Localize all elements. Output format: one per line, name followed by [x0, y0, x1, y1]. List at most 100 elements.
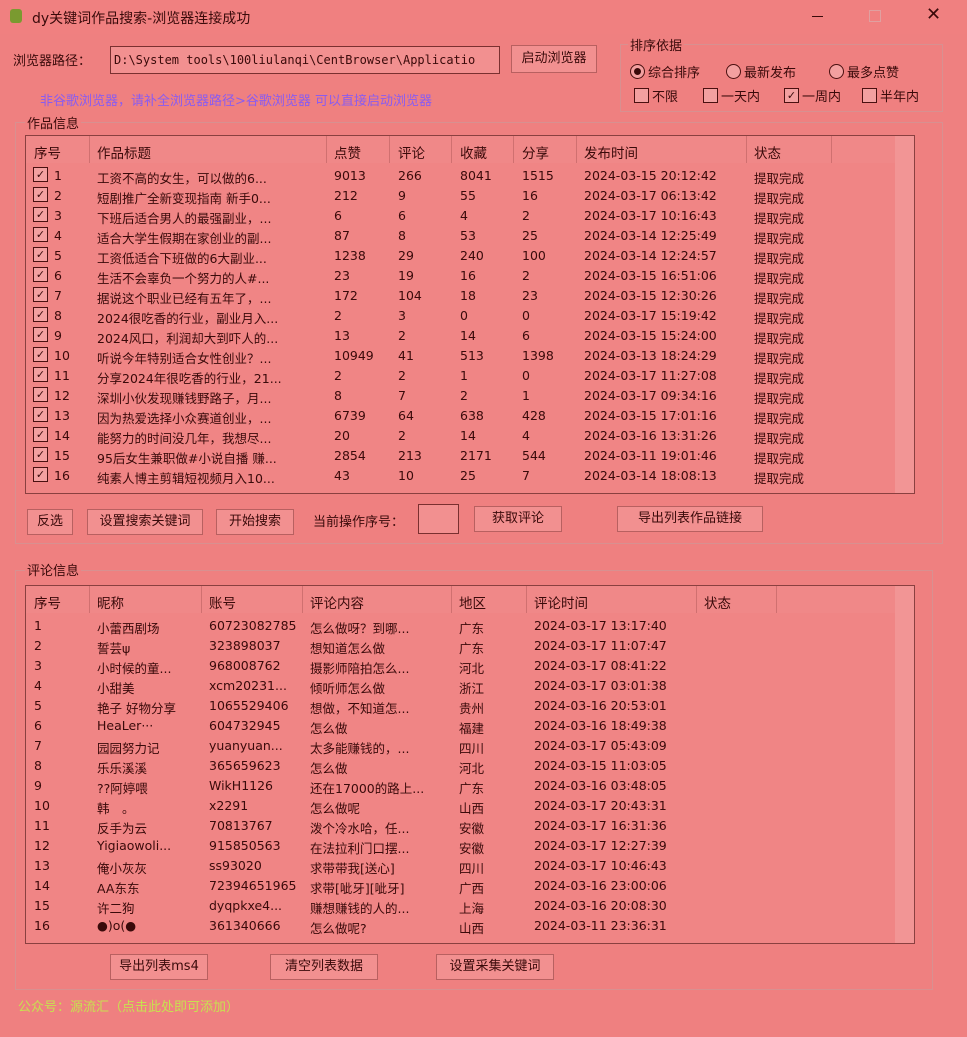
maximize-button[interactable] — [869, 10, 881, 22]
table-cell: 短剧推广全新变现指南 新手0... — [97, 191, 271, 206]
column-separator — [89, 136, 90, 163]
column-header[interactable]: 地区 — [459, 596, 486, 612]
row-checkbox[interactable]: ✓ — [33, 207, 48, 222]
table-cell: 0 — [522, 368, 530, 383]
table-cell: 6 — [334, 208, 342, 223]
row-checkbox[interactable]: ✓ — [33, 467, 48, 482]
table-cell: 10 — [34, 798, 50, 813]
column-header[interactable]: 状态 — [754, 146, 781, 162]
table-cell: 2024-03-17 20:43:31 — [534, 798, 667, 813]
row-checkbox[interactable]: ✓ — [33, 287, 48, 302]
column-header[interactable]: 收藏 — [460, 146, 487, 162]
sort-radio[interactable] — [726, 64, 741, 79]
column-header[interactable]: 点赞 — [334, 146, 361, 162]
row-checkbox[interactable]: ✓ — [33, 227, 48, 242]
filter-option[interactable]: 不限 — [652, 90, 679, 105]
table-cell: 29 — [398, 248, 414, 263]
column-header[interactable]: 序号 — [34, 146, 61, 162]
row-checkbox[interactable]: ✓ — [33, 247, 48, 262]
row-checkbox[interactable]: ✓ — [33, 327, 48, 342]
table-cell: 浙江 — [459, 681, 485, 696]
table-cell: 怎么做 — [310, 721, 348, 736]
launch-button[interactable]: 启动浏览器 — [511, 45, 597, 73]
path-input[interactable]: D:\System tools\100liulanqi\CentBrowser\… — [110, 46, 500, 74]
table-cell: 2024-03-17 05:43:09 — [534, 738, 667, 753]
table-cell: 广西 — [459, 881, 485, 896]
row-checkbox[interactable]: ✓ — [33, 267, 48, 282]
get-comments-button[interactable]: 获取评论 — [474, 506, 562, 532]
filter-checkbox[interactable]: ✓ — [784, 88, 799, 103]
column-separator — [89, 586, 90, 613]
column-header[interactable]: 作品标题 — [97, 146, 151, 162]
scrollbar[interactable] — [895, 586, 914, 943]
start-button[interactable]: 开始搜索 — [216, 509, 294, 535]
table-cell: 14 — [54, 428, 70, 443]
current-input[interactable] — [418, 504, 459, 534]
sort-radio[interactable] — [829, 64, 844, 79]
scrollbar[interactable] — [895, 136, 914, 493]
column-header[interactable]: 发布时间 — [584, 146, 638, 162]
table-cell: 提取完成 — [754, 351, 805, 366]
row-checkbox[interactable]: ✓ — [33, 347, 48, 362]
filter-option[interactable]: 半年内 — [880, 90, 920, 105]
export-button[interactable]: 导出列表ms4 — [110, 954, 208, 980]
column-header[interactable]: 序号 — [34, 596, 61, 612]
hint-text: 非谷歌浏览器，请补全浏览器路径>谷歌浏览器 可以直接启动浏览器 — [40, 94, 433, 109]
table-cell: 638 — [460, 408, 484, 423]
export-links-button[interactable]: 导出列表作品链接 — [617, 506, 763, 532]
row-checkbox[interactable]: ✓ — [33, 427, 48, 442]
set-collect-button[interactable]: 设置采集关键词 — [436, 954, 554, 980]
sort-option[interactable]: 最新发布 — [744, 66, 797, 81]
invert-button[interactable]: 反选 — [27, 509, 73, 535]
table-cell: 25 — [522, 228, 538, 243]
filter-checkbox[interactable] — [862, 88, 877, 103]
column-header[interactable]: 昵称 — [97, 596, 124, 612]
close-button[interactable]: ✕ — [926, 4, 942, 25]
row-checkbox[interactable]: ✓ — [33, 167, 48, 182]
table-cell: 23 — [522, 288, 538, 303]
table-cell: 14 — [460, 428, 476, 443]
table-cell: 1398 — [522, 348, 554, 363]
column-header[interactable]: 状态 — [704, 596, 731, 612]
table-cell: 5 — [34, 698, 42, 713]
table-cell: 深圳小伙发现赚钱野路子，月... — [97, 391, 272, 406]
filter-checkbox[interactable] — [703, 88, 718, 103]
footer-link[interactable]: 公众号：源流汇（点击此处即可添加） — [18, 1000, 240, 1015]
column-header[interactable]: 评论时间 — [534, 596, 588, 612]
row-checkbox[interactable]: ✓ — [33, 187, 48, 202]
column-header[interactable]: 评论内容 — [310, 596, 364, 612]
set-keywords-button[interactable]: 设置搜索关键词 — [87, 509, 203, 535]
table-cell: 怎么做呢? — [310, 921, 367, 936]
table-cell: 3 — [34, 658, 42, 673]
sort-option[interactable]: 最多点赞 — [847, 66, 900, 81]
table-cell: 53 — [460, 228, 476, 243]
filter-option[interactable]: 一天内 — [721, 90, 761, 105]
table-cell: 11 — [34, 818, 50, 833]
table-cell: xcm20231... — [209, 678, 287, 693]
row-checkbox[interactable]: ✓ — [33, 307, 48, 322]
works-table: 序号 作品标题 点赞 评论 收藏 分享 发布时间 状态 ✓ 1 工资不高的女生，可以做的6... 90… — [25, 135, 915, 494]
row-checkbox[interactable]: ✓ — [33, 367, 48, 382]
filter-checkbox[interactable] — [634, 88, 649, 103]
table-cell: 2024-03-17 16:31:36 — [534, 818, 667, 833]
filter-option[interactable]: 一周内 — [802, 90, 842, 105]
row-checkbox[interactable]: ✓ — [33, 407, 48, 422]
clear-button[interactable]: 清空列表数据 — [270, 954, 378, 980]
column-header[interactable]: 评论 — [398, 146, 425, 162]
table-cell: 9 — [398, 188, 406, 203]
column-header[interactable]: 账号 — [209, 596, 236, 612]
column-separator — [302, 586, 303, 613]
table-cell: 2024-03-17 11:07:47 — [534, 638, 667, 653]
sort-radio[interactable] — [630, 64, 645, 79]
table-cell: 16 — [34, 918, 50, 933]
minimize-button[interactable] — [812, 16, 823, 17]
table-cell: 11 — [54, 368, 70, 383]
sort-option[interactable]: 综合排序 — [648, 66, 701, 81]
table-cell: 513 — [460, 348, 484, 363]
column-header[interactable]: 分享 — [522, 146, 549, 162]
row-checkbox[interactable]: ✓ — [33, 387, 48, 402]
row-checkbox[interactable]: ✓ — [33, 447, 48, 462]
table-cell: 544 — [522, 448, 546, 463]
table-cell: 2024-03-13 18:24:29 — [584, 348, 717, 363]
